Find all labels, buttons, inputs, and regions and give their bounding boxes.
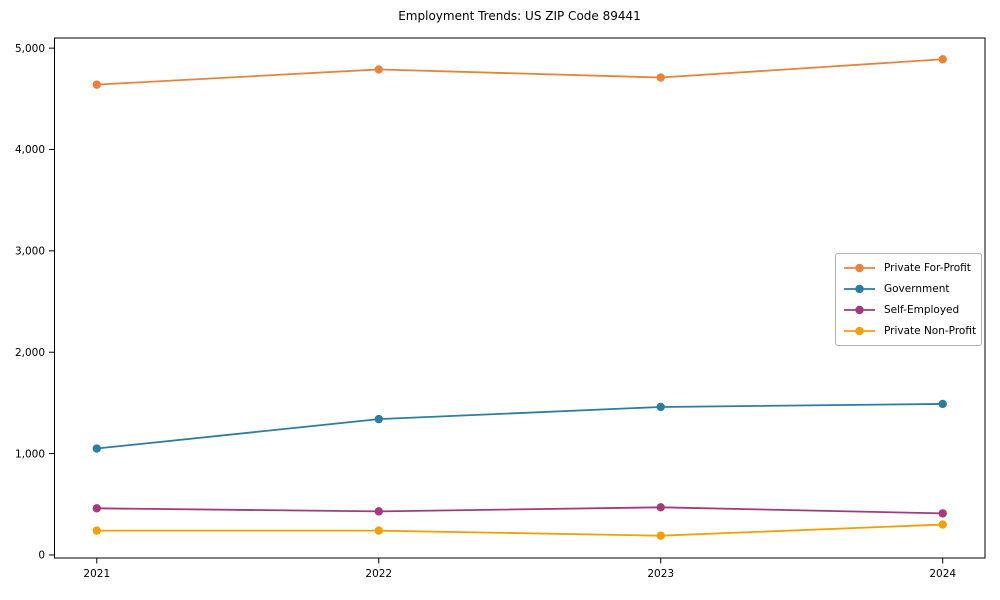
data-point-government-2022 bbox=[374, 414, 383, 424]
series-line-government bbox=[96, 403, 943, 450]
y-tick-label: 0 bbox=[38, 550, 45, 562]
data-point-private-non-profit-2021 bbox=[92, 526, 101, 535]
legend-label: Government bbox=[884, 282, 950, 295]
legend-swatch-self-employed bbox=[844, 305, 875, 314]
y-tick-label: 3,000 bbox=[15, 246, 45, 258]
legend-label: Private Non-Profit bbox=[884, 324, 977, 337]
y-tick-label: 4,000 bbox=[15, 144, 45, 156]
data-point-government-2024 bbox=[938, 399, 947, 409]
data-point-government-2023 bbox=[656, 402, 665, 412]
data-point-self-employed-2022 bbox=[374, 507, 383, 516]
data-point-private-non-profit-2023 bbox=[656, 531, 665, 540]
legend-swatch-private-for-profit bbox=[844, 263, 875, 272]
y-tick-label: 2,000 bbox=[15, 347, 45, 359]
data-point-private-for-profit-2021 bbox=[92, 80, 101, 89]
series-line-private-for-profit bbox=[96, 58, 943, 86]
data-point-self-employed-2024 bbox=[938, 509, 947, 518]
data-point-self-employed-2023 bbox=[656, 503, 665, 512]
series-line-self-employed bbox=[96, 506, 943, 515]
data-point-private-for-profit-2024 bbox=[938, 55, 947, 64]
legend-box: Private For-Profit Government Self-Employe… bbox=[835, 253, 982, 346]
legend-label: Private For-Profit bbox=[884, 261, 971, 274]
legend-entry-government: Government bbox=[842, 278, 975, 299]
data-point-self-employed-2021 bbox=[92, 504, 101, 513]
data-point-private-non-profit-2024 bbox=[938, 520, 947, 529]
chart-title: Employment Trends: US ZIP Code 89441 bbox=[398, 9, 641, 23]
axes-spines bbox=[54, 37, 986, 559]
x-tick-label: 2022 bbox=[365, 568, 392, 580]
legend-entry-private-for-profit: Private For-Profit bbox=[842, 257, 975, 278]
legend-entry-self-employed: Self-Employed bbox=[842, 299, 975, 320]
x-tick-label: 2023 bbox=[647, 568, 674, 580]
data-point-government-2021 bbox=[92, 444, 101, 453]
data-point-private-for-profit-2022 bbox=[374, 65, 383, 74]
y-tick-label: 5,000 bbox=[15, 43, 45, 55]
x-tick-label: 2024 bbox=[929, 568, 956, 580]
data-point-private-non-profit-2022 bbox=[374, 526, 383, 535]
legend-swatch-government bbox=[844, 284, 875, 293]
legend-swatch-private-non-profit bbox=[844, 326, 875, 335]
series-line-private-non-profit bbox=[96, 523, 943, 537]
legend-label: Self-Employed bbox=[884, 303, 960, 316]
y-tick-label: 1,000 bbox=[15, 448, 45, 460]
legend-entry-private-non-profit: Private Non-Profit bbox=[842, 320, 977, 341]
data-point-private-for-profit-2023 bbox=[656, 73, 665, 82]
x-tick-label: 2021 bbox=[83, 568, 110, 580]
